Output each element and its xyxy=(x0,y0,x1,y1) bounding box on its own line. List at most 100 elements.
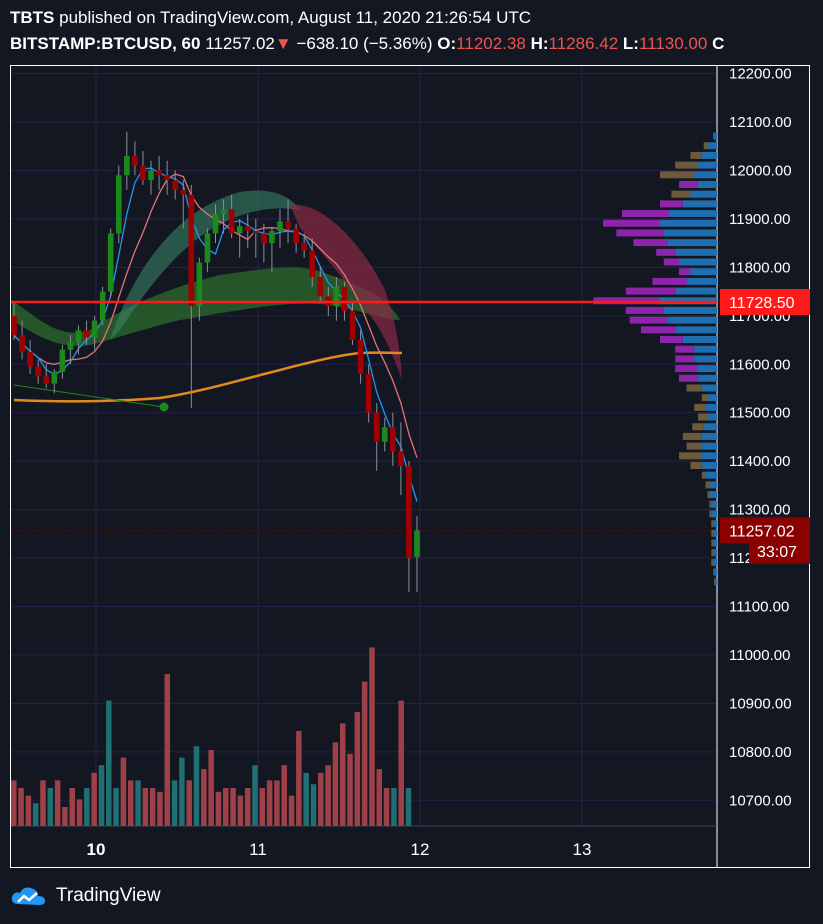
volume-bar xyxy=(266,780,273,826)
price-tick-label: 11400.00 xyxy=(729,453,790,470)
volume-bar xyxy=(54,780,61,826)
vp-blue-bar xyxy=(675,248,717,256)
vp-blue-bar xyxy=(694,355,717,363)
candle-body xyxy=(180,189,187,195)
vp-color-bar xyxy=(660,171,695,179)
vp-blue-bar xyxy=(663,306,717,314)
time-tick-label: 13 xyxy=(573,840,592,859)
candle-body xyxy=(188,194,195,307)
vp-color-bar xyxy=(660,336,683,344)
volume-bar xyxy=(62,807,68,826)
vp-blue-bar xyxy=(660,219,717,227)
candle-body xyxy=(164,175,170,181)
price-label-box xyxy=(720,288,810,315)
volume-bars xyxy=(11,647,412,826)
volume-bar xyxy=(201,769,207,826)
vp-color-bar xyxy=(663,258,679,266)
publish-line: TBTS published on TradingView.com, Augus… xyxy=(10,8,531,28)
vp-color-bar xyxy=(686,442,702,450)
vp-color-bar xyxy=(679,268,691,276)
tradingview-logo[interactable]: TradingView xyxy=(10,884,161,908)
vp-blue-bar xyxy=(705,471,717,479)
volume-bar xyxy=(179,757,185,826)
volume-bar xyxy=(391,788,397,826)
volume-bar xyxy=(91,772,97,826)
volume-bar xyxy=(347,753,353,826)
volume-bar xyxy=(18,788,24,826)
low-label: L: xyxy=(622,34,639,53)
candle-body xyxy=(99,291,106,321)
volume-bar xyxy=(303,772,309,826)
price-tick-label: 12200.00 xyxy=(729,66,792,83)
vp-blue-bar xyxy=(675,326,717,334)
time-tick-label: 10 xyxy=(87,840,106,859)
candle-body xyxy=(156,170,162,176)
volume-bar xyxy=(76,799,83,826)
price-tick-label: 11800.00 xyxy=(729,259,790,276)
candle-body xyxy=(228,209,235,234)
vp-color-bar xyxy=(660,200,683,208)
volume-bar xyxy=(127,780,134,826)
vp-color-bar xyxy=(694,403,706,411)
volume-bar xyxy=(32,803,39,826)
vp-blue-bar xyxy=(713,132,717,140)
volume-bar xyxy=(361,681,368,826)
chart-frame[interactable] xyxy=(10,65,810,868)
vp-blue-bar xyxy=(698,180,717,188)
vp-color-bar xyxy=(701,394,708,402)
vp-blue-bar xyxy=(705,403,717,411)
vp-color-bar xyxy=(711,520,714,528)
vp-color-bar xyxy=(711,558,714,566)
vp-color-bar xyxy=(675,161,698,169)
volume-bar xyxy=(354,712,361,826)
candle-body xyxy=(309,250,316,278)
symbol-label[interactable]: BITSTAMP:BTCUSD, 60 xyxy=(10,34,201,53)
candle-body xyxy=(261,233,267,244)
volume-bar xyxy=(339,723,346,826)
candle-body xyxy=(277,221,283,232)
vp-blue-bar xyxy=(698,161,717,169)
vp-blue-bar xyxy=(711,510,717,518)
vp-blue-bar xyxy=(711,500,717,508)
time-tick-label: 11 xyxy=(249,840,267,859)
author-name[interactable]: TBTS xyxy=(10,8,55,27)
vp-color-bar xyxy=(603,219,660,227)
blue-ma-line xyxy=(13,167,418,502)
vp-color-bar xyxy=(709,510,712,518)
candle-body xyxy=(35,366,41,377)
vp-color-bar xyxy=(679,452,702,460)
vp-blue-bar xyxy=(713,549,717,557)
candle-body xyxy=(19,335,25,353)
vp-blue-bar xyxy=(690,268,717,276)
volume-bar xyxy=(11,780,17,826)
vp-color-bar xyxy=(625,287,676,295)
candle-body xyxy=(269,231,275,244)
vp-color-bar xyxy=(711,549,714,557)
candle-body xyxy=(406,465,412,559)
volume-bar xyxy=(376,769,383,826)
volume-bar xyxy=(318,772,324,826)
marker-dot xyxy=(159,402,169,412)
volume-bar xyxy=(296,731,302,826)
vp-blue-bar xyxy=(682,336,717,344)
volume-bar xyxy=(230,788,236,826)
vp-blue-bar xyxy=(707,394,717,402)
volume-bar xyxy=(157,791,163,826)
vp-blue-bar xyxy=(686,277,717,285)
volume-profile xyxy=(593,132,717,586)
vp-color-bar xyxy=(675,345,695,353)
price-tick-label: 11000.00 xyxy=(729,647,790,664)
vp-color-bar xyxy=(686,384,702,392)
volume-bar xyxy=(325,765,331,826)
candle-body xyxy=(140,165,146,181)
teal-ribbon xyxy=(110,190,300,340)
candle-body xyxy=(365,373,372,413)
candle-body xyxy=(333,286,340,307)
candle-body xyxy=(381,427,388,442)
open-value: 11202.38 xyxy=(456,34,526,53)
vp-color-bar xyxy=(711,529,714,537)
volume-bar xyxy=(47,788,54,826)
vp-color-bar xyxy=(641,326,676,334)
candle-body xyxy=(204,233,211,263)
